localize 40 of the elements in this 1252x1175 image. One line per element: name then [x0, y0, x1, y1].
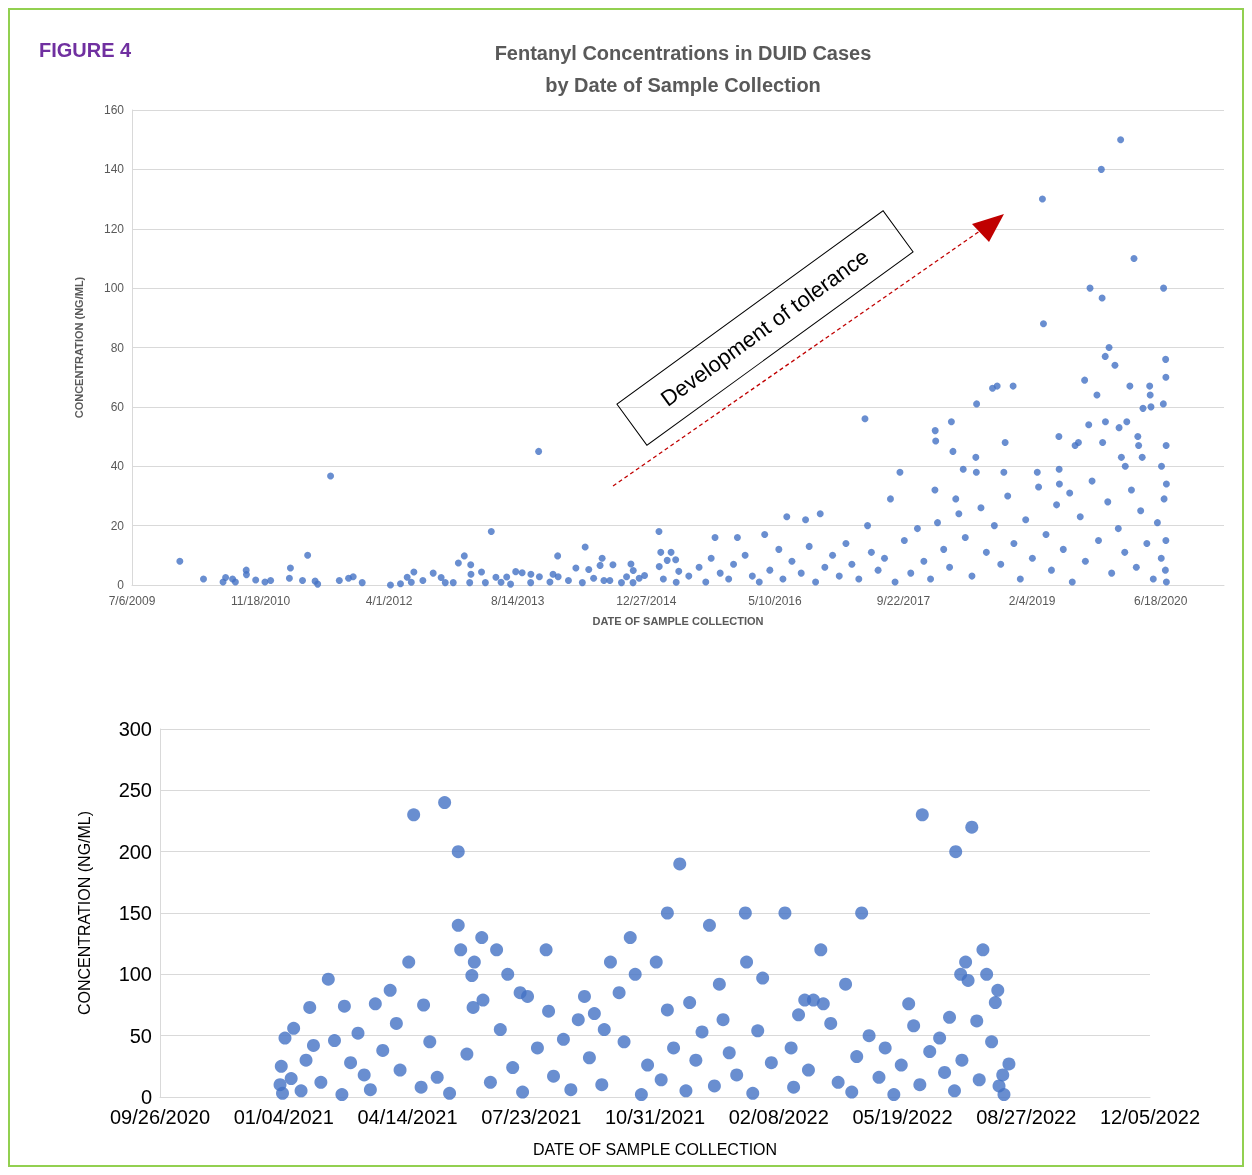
y-axis-title: CONCENTRATION (NG/ML): [72, 276, 85, 419]
y-tick-label: 100: [103, 281, 125, 296]
x-tick-label: 12/05/2022: [1099, 1106, 1201, 1128]
y-tick-label: 60: [110, 399, 125, 414]
x-axis-title: DATE OF SAMPLE COLLECTION: [592, 614, 764, 627]
y-tick-label: 40: [110, 459, 125, 474]
x-tick-label: 08/27/2022: [976, 1106, 1077, 1128]
x-tick-label: 6/18/2020: [1134, 594, 1188, 608]
y-tick-label: 300: [118, 718, 152, 740]
y-tick-label: 0: [140, 1086, 152, 1108]
y-tick-label: 20: [110, 518, 125, 533]
chart-title: Fentanyl Concentrations in DUID Cases by Date of Sample Collection: [494, 42, 872, 96]
caption: FIGURE 4: [39, 39, 133, 61]
y-tick-label: 160: [103, 103, 125, 117]
x-tick-label: 07/23/2021: [481, 1106, 582, 1128]
y-tick-label: 0: [117, 578, 125, 592]
x-axis-title: DATE OF SAMPLE COLLECTION: [532, 1140, 778, 1158]
x-tick-label: 05/19/2022: [852, 1106, 953, 1128]
x-tick-label: 09/26/2020: [109, 1106, 211, 1128]
x-tick-label: 01/04/2021: [233, 1106, 334, 1128]
y-tick-label: 250: [118, 779, 152, 802]
x-tick-label: 02/08/2022: [728, 1106, 829, 1128]
x-tick-label: 11/18/2010: [231, 594, 291, 608]
x-tick-label: 04/14/2021: [357, 1106, 458, 1128]
y-axis-title: CONCENTRATION (NG/ML): [75, 810, 93, 1016]
y-tick-label: 80: [110, 340, 125, 355]
x-tick-label: 4/1/2012: [365, 594, 413, 608]
y-tick-label: 150: [118, 902, 152, 924]
y-tick-label: 200: [118, 840, 152, 863]
x-tick-label: 9/22/2017: [876, 594, 931, 608]
y-tick-label: 50: [129, 1024, 152, 1047]
x-tick-label: 10/31/2021: [604, 1106, 706, 1128]
x-tick-label: 7/6/2009: [108, 594, 156, 608]
y-tick-label: 140: [103, 162, 125, 177]
y-tick-label: 100: [118, 963, 152, 986]
x-tick-label: 8/14/2013: [491, 594, 545, 608]
y-tick-label: 120: [103, 221, 125, 236]
x-tick-label: 2/4/2019: [1008, 594, 1056, 608]
x-tick-label: 5/10/2016: [748, 594, 802, 608]
x-tick-label: 12/27/2014: [616, 594, 677, 608]
